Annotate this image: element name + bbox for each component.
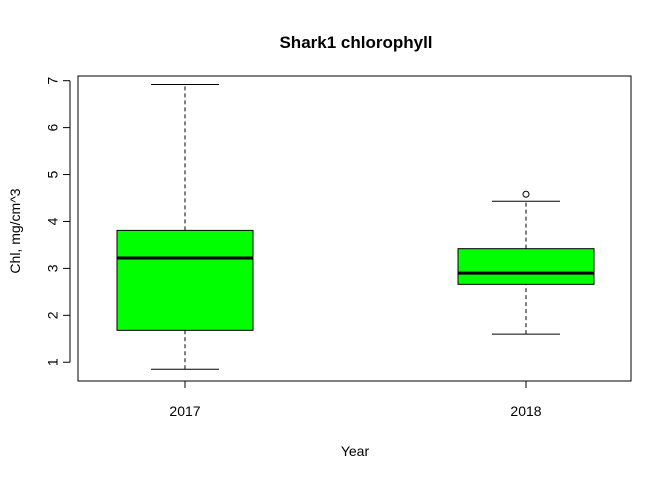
box-series [116,83,595,370]
outlier-point [522,190,530,198]
iqr-box [457,248,595,285]
y-tick-label: 6 [45,124,61,132]
iqr-box [116,229,254,331]
x-axis-label: Year [341,443,370,459]
y-tick-label: 2 [45,311,61,319]
chart-title: Shark1 chlorophyll [279,33,432,52]
x-tick-label: 2017 [169,403,200,419]
box-2017 [116,83,254,370]
y-axis: 1 2 3 4 5 6 7 [45,77,71,366]
y-tick-label: 3 [45,264,61,272]
plot-frame [77,75,632,382]
y-tick-label: 5 [45,170,61,178]
y-tick-label: 7 [45,77,61,85]
y-tick-label: 1 [45,358,61,366]
x-tick-label: 2018 [510,403,541,419]
box-2018 [457,190,595,335]
x-axis: 2017 2018 [169,380,542,419]
y-axis-label: Chl, mg/cm^3 [7,188,23,273]
y-tick-label: 4 [45,217,61,225]
